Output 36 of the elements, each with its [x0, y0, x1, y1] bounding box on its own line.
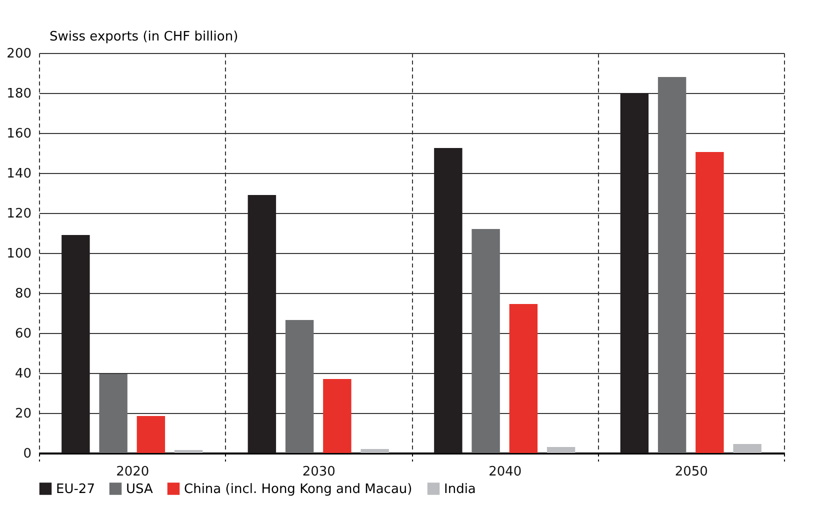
bar [696, 152, 724, 453]
y-tick-label: 40 [14, 366, 32, 382]
bar [99, 374, 128, 453]
bar [546, 447, 576, 453]
legend-label: India [444, 482, 476, 497]
bar [323, 379, 352, 453]
x-tick-label: 2030 [302, 464, 336, 480]
bar [360, 449, 389, 453]
y-tick-label: 180 [6, 86, 32, 102]
y-tick-label: 60 [14, 326, 32, 342]
bar [658, 77, 686, 453]
y-tick-label: 120 [6, 206, 32, 222]
legend-label: USA [126, 482, 154, 497]
x-tick-label: 2050 [674, 464, 708, 480]
bar [62, 235, 90, 453]
bar [285, 320, 314, 453]
x-tick-label: 2040 [488, 464, 522, 480]
y-tick-label: 100 [6, 246, 32, 262]
legend-label: EU-27 [56, 482, 95, 497]
bar [248, 195, 276, 453]
x-tick-label: 2020 [116, 464, 150, 480]
y-tick-label: 200 [6, 46, 32, 62]
y-tick-label: 0 [23, 446, 32, 462]
bar [733, 444, 762, 453]
bar [620, 93, 649, 453]
bar [472, 229, 500, 453]
bar [174, 450, 203, 453]
bar [509, 304, 538, 453]
y-tick-label: 160 [6, 126, 32, 142]
y-tick-label: 80 [14, 286, 32, 302]
bar [136, 416, 166, 453]
y-axis-title: Swiss exports (in CHF billion) [50, 30, 238, 44]
bar [434, 148, 462, 453]
y-tick-label: 140 [6, 166, 32, 182]
legend-label: China (incl. Hong Kong and Macau) [184, 482, 412, 497]
y-tick-label: 20 [14, 406, 32, 422]
